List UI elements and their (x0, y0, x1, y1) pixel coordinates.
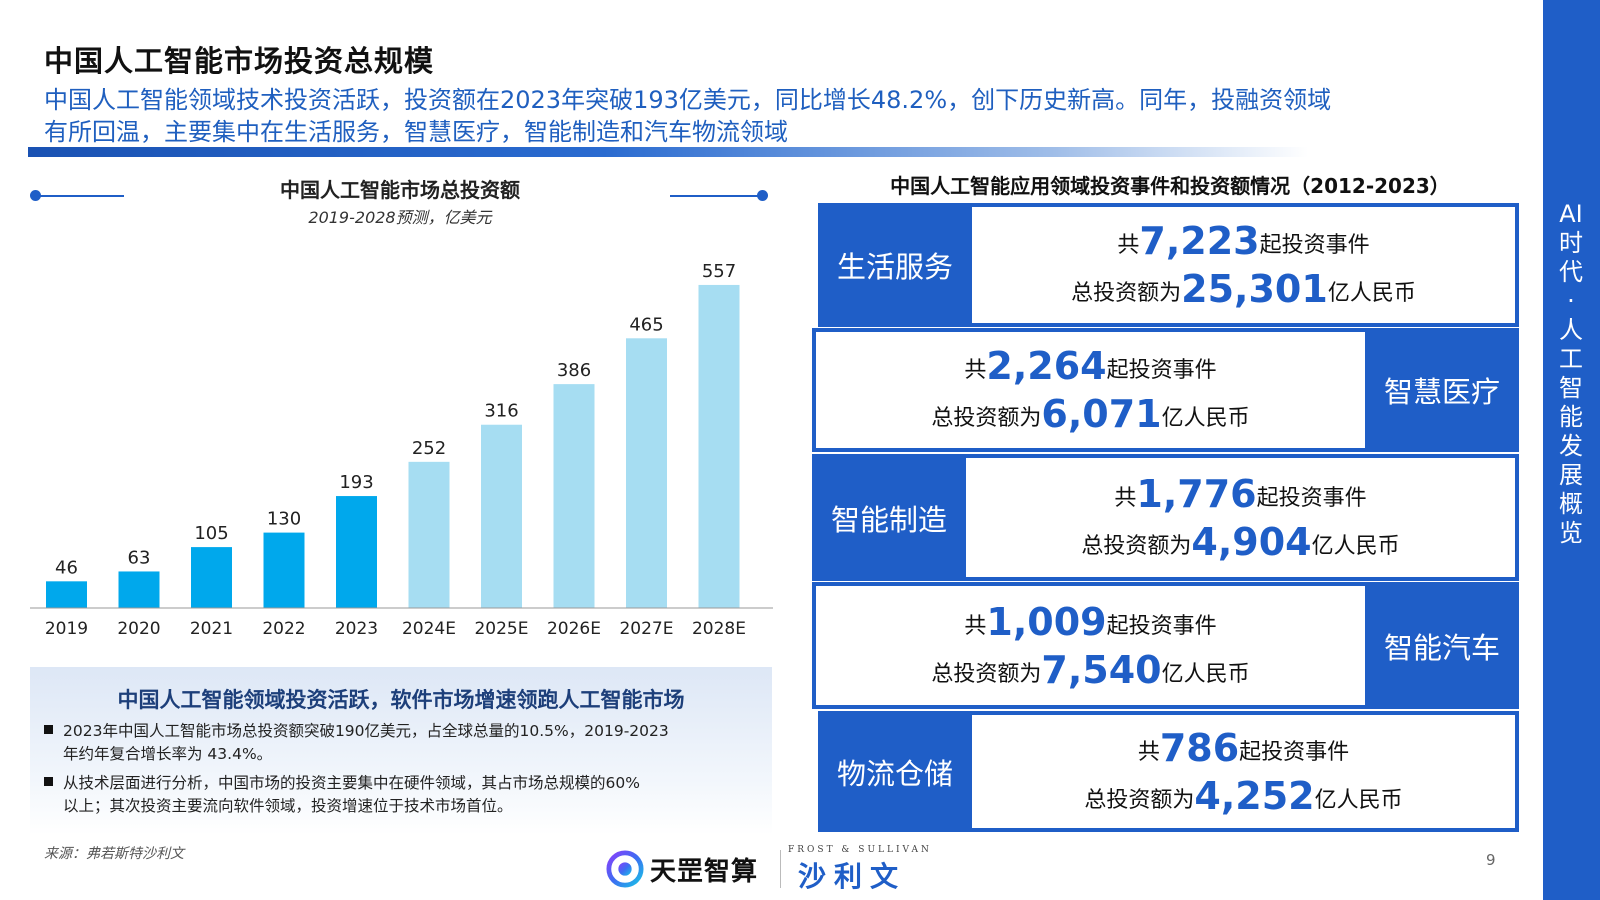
x-tick-label-2019: 2019 (45, 619, 88, 639)
bar-2026E (553, 384, 595, 608)
sector-events-value: 1,776 (1136, 471, 1257, 516)
header-gradient-bar (28, 147, 1308, 157)
summary-bullet-2: 从技术层面进行分析，中国市场的投资主要集中在硬件领域，其占市场总规模的60% 以… (44, 772, 764, 818)
sector-row-smart-vehicles: 智能汽车 共1,009起投资事件 总投资额为7,540亿人民币 (812, 582, 1519, 709)
summary-title: 中国人工智能领域投资活跃，软件市场增速领跑人工智能市场 (117, 688, 685, 712)
summary-box (30, 667, 772, 835)
bar-2019 (46, 581, 87, 608)
sector-amount-line: 总投资额为6,071亿人民币 (931, 392, 1250, 436)
x-tick-label-2028E: 2028E (692, 619, 746, 639)
sector-amount-value: 6,071 (1041, 392, 1162, 436)
chart-title: 中国人工智能市场总投资额 (280, 178, 520, 202)
bar-2028E (698, 284, 740, 608)
bar-value-label-2025E: 316 (484, 401, 518, 422)
tiangang-logo-icon (606, 850, 644, 888)
bullet-2-line-2: 以上；其次投资主要流向软件领域，投资增速位于技术市场首位。 (63, 797, 513, 815)
bullet-square-icon (44, 777, 53, 786)
sector-events-value: 2,264 (986, 344, 1107, 388)
source-note: 来源：弗若斯特沙利文 (44, 846, 184, 862)
tiangang-logo-text: 天罡智算 (650, 856, 759, 887)
sector-row-logistics: 物流仓储 共786起投资事件 总投资额为4,252亿人民币 (818, 711, 1519, 832)
bullet-square-icon (44, 725, 53, 734)
x-tick-label-2023: 2023 (335, 619, 378, 639)
sector-row-life-services: 生活服务 共7,223起投资事件 总投资额为25,301亿人民币 (818, 203, 1519, 327)
sullivan-logo-text: 沙利文 (798, 860, 907, 893)
x-tick-label-2026E: 2026E (547, 619, 601, 639)
bar-2021 (191, 547, 232, 608)
sector-events-value: 1,009 (986, 599, 1107, 644)
bar-value-label-2022: 130 (267, 509, 301, 530)
tiangang-logo: 天罡智算 (606, 846, 776, 892)
sector-label: 智慧医疗 (1383, 375, 1500, 409)
right-sidebar (1543, 0, 1600, 900)
bullet-1-line-1: 2023年中国人工智能市场总投资额突破190亿美元，占全球总量的10.5%，20… (63, 722, 669, 740)
investment-bar-chart: 46 2019 63 2020 105 2021 130 2022 193 2023 252 2024… (30, 261, 773, 639)
sector-events-line: 共1,009起投资事件 (964, 599, 1217, 644)
sector-events-line: 共2,264起投资事件 (964, 344, 1217, 388)
sector-amount-line: 总投资额为7,540亿人民币 (931, 647, 1250, 692)
chart-subtitle: 2019-2028预测，亿美元 (308, 208, 492, 227)
sector-events-line: 共7,223起投资事件 (1117, 219, 1370, 263)
sector-label: 物流仓储 (836, 756, 953, 791)
sector-amount-line: 总投资额为4,904亿人民币 (1081, 519, 1400, 564)
summary-bullet-1: 2023年中国人工智能市场总投资额突破190亿美元，占全球总量的10.5%，20… (44, 720, 764, 766)
sector-label: 生活服务 (836, 250, 953, 284)
page-title: 中国人工智能市场投资总规模 (44, 44, 435, 78)
sidebar-vertical-text: AI时代·人工智能发展概览 (1559, 200, 1583, 547)
sector-label: 智能汽车 (1383, 630, 1500, 665)
bar-2024E (408, 461, 450, 608)
chart-title-dot-right (757, 190, 768, 201)
sector-amount-value: 4,904 (1191, 519, 1312, 564)
bullet-2-line-1: 从技术层面进行分析，中国市场的投资主要集中在硬件领域，其占市场总规模的60% (63, 774, 640, 792)
bar-2027E (626, 338, 667, 608)
page-subtitle-line2: 有所回温，主要集中在生活服务，智慧医疗，智能制造和汽车物流领域 (44, 118, 788, 146)
sector-amount-value: 4,252 (1194, 773, 1315, 818)
sector-row-smart-manufacturing: 智能制造 共1,776起投资事件 总投资额为4,904亿人民币 (812, 454, 1519, 581)
bar-value-label-2023: 193 (339, 472, 373, 493)
x-tick-label-2021: 2021 (190, 619, 233, 639)
sector-amount-line: 总投资额为4,252亿人民币 (1084, 773, 1403, 818)
bar-2023 (336, 496, 377, 608)
x-tick-label-2022: 2022 (262, 619, 305, 639)
sector-events-line: 共786起投资事件 (1137, 725, 1350, 770)
bar-2025E (481, 424, 522, 608)
frost-sullivan-wordmark: FROST & SULLIVAN (788, 845, 932, 855)
sector-amount-line: 总投资额为25,301亿人民币 (1071, 267, 1416, 311)
bar-value-label-2024E: 252 (412, 438, 446, 459)
sector-label: 智能制造 (830, 502, 947, 537)
page-number: 9 (1486, 851, 1496, 869)
bar-2020 (118, 571, 160, 608)
logo-divider (780, 850, 781, 888)
bar-value-label-2021: 105 (194, 523, 228, 544)
chart-title-dot-left (30, 190, 41, 201)
sector-events-value: 7,223 (1139, 219, 1260, 263)
bullet-1-line-2: 年约年复合增长率为 43.4%。 (63, 745, 273, 763)
chart-title-rule-right (670, 195, 760, 197)
bar-value-label-2027E: 465 (629, 314, 663, 335)
sector-row-smart-healthcare: 智慧医疗 共2,264起投资事件 总投资额为6,071亿人民币 (812, 328, 1519, 452)
bar-value-label-2028E: 557 (702, 261, 736, 282)
bar-2022 (263, 532, 305, 608)
sector-amount-value: 7,540 (1041, 647, 1162, 692)
chart-title-rule-left (36, 195, 124, 197)
x-tick-label-2020: 2020 (117, 619, 160, 639)
bar-value-label-2026E: 386 (557, 360, 591, 381)
page-subtitle-line1: 中国人工智能领域技术投资活跃，投资额在2023年突破193亿美元，同比增长48.… (44, 86, 1332, 114)
bar-value-label-2020: 63 (128, 547, 151, 568)
sector-events-value: 786 (1159, 725, 1240, 770)
bar-value-label-2019: 46 (55, 557, 78, 578)
x-tick-label-2027E: 2027E (619, 619, 673, 639)
sector-events-line: 共1,776起投资事件 (1114, 471, 1367, 516)
x-tick-label-2025E: 2025E (474, 619, 528, 639)
sector-amount-value: 25,301 (1181, 267, 1328, 311)
x-tick-label-2024E: 2024E (402, 619, 456, 639)
right-panel-title: 中国人工智能应用领域投资事件和投资额情况（2012-2023） (890, 174, 1450, 198)
